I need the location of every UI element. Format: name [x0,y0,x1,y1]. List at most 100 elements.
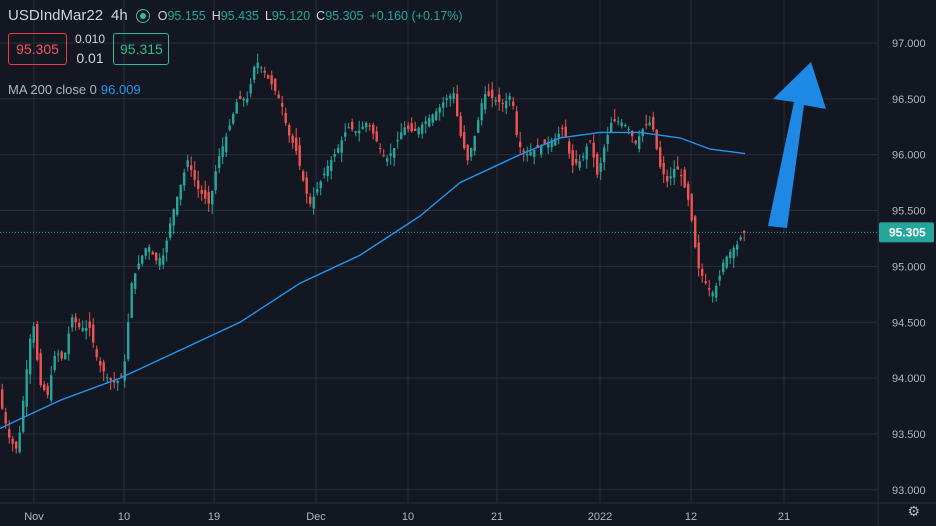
candle-body [179,184,182,200]
y-tick-label: 95.000 [892,261,926,273]
candle-body [603,147,606,163]
candle-body [64,352,67,360]
candle-body [547,142,550,148]
candle-body [568,141,571,154]
y-tick-label: 94.000 [892,373,926,385]
candle-body [330,160,333,171]
candle-body [470,148,473,157]
timeframe[interactable]: 4h [111,7,128,24]
ma-label: MA 200 close 0 [8,82,97,97]
candle-body [11,438,14,444]
candle-body [417,127,420,135]
candle-body [452,93,455,99]
eye-icon[interactable] [135,8,150,23]
ma-legend[interactable]: MA 200 close 0 96.009 [8,82,141,97]
candle-body [435,111,438,120]
symbol-legend: USDIndMar22 4h O 95.155 H 95.435 L 95.120 C… [8,7,463,24]
candle-body [239,96,242,99]
candle-body [85,327,88,331]
candle-body [701,268,704,276]
candle-body [480,103,483,121]
candle-body [260,67,263,69]
open-label: O [157,8,168,23]
candle-body [281,103,284,107]
high-label: H [211,8,221,23]
candle-body [8,429,11,438]
candle-body [638,136,641,149]
candle-body [246,98,249,103]
candle-body [578,161,581,168]
candle-body [270,75,273,85]
candle-body [680,175,683,177]
candle-body [456,93,459,117]
candle-body [88,321,91,328]
x-tick-label: 21 [491,511,503,523]
candle-body [235,102,238,114]
lot-size[interactable]: 0.01 [76,50,104,66]
candle-body [582,156,585,158]
x-tick-label: Nov [24,511,44,523]
candle-body [438,107,441,113]
candle-body [211,191,214,205]
candle-body [302,171,305,181]
candle-body [477,120,480,133]
candle-body [736,244,739,250]
candle-body [361,126,364,130]
candle-body [725,256,728,268]
candle-body [57,353,60,355]
candle-body [288,125,291,136]
candle-body [141,255,144,264]
candle-body [316,189,319,193]
x-tick-label: 19 [208,511,220,523]
candle-body [116,380,119,384]
y-tick-label: 97.000 [892,38,926,50]
candle-body [274,78,277,91]
candle-body [690,194,693,221]
candle-body [526,153,529,156]
candle-body [498,94,501,102]
candle-body [694,216,697,248]
candle-body [43,384,46,390]
candle-body [193,170,196,180]
candle-body [144,248,147,256]
candle-body [515,111,518,136]
last-price-tag-text: 95.305 [889,225,926,239]
candle-body [186,160,189,168]
candle-body [571,150,574,166]
candle-body [536,145,539,148]
x-tick-label: 10 [402,511,414,523]
symbol-name[interactable]: USDIndMar22 [8,7,104,24]
candle-body [323,173,326,176]
change-value: +0.160 (+0.17%) [369,8,463,23]
candle-body [722,262,725,273]
candle-body [309,196,312,204]
candle-body [15,441,18,449]
candle-body [732,247,735,259]
candle-body [466,145,469,161]
buy-button[interactable]: 95.315 [113,33,169,65]
candle-body [197,180,200,189]
candle-body [610,122,613,133]
close-value: 95.305 [325,8,364,23]
candle-body [340,140,343,153]
candle-body [67,333,70,355]
candle-body [522,150,525,152]
candle-body [561,127,564,129]
candle-body [396,140,399,142]
candle-body [46,386,49,395]
candle-body [676,166,679,170]
sell-button[interactable]: 95.305 [8,33,67,65]
candle-body [666,176,669,182]
candle-body [494,99,497,102]
candle-body [599,163,602,172]
candle-body [172,209,175,226]
candle-body [564,126,567,137]
gear-icon[interactable]: ⚙ [907,503,920,519]
candle-body [109,378,112,381]
candle-body [648,122,651,126]
candle-body [337,147,340,153]
arrow-up-icon [768,62,826,228]
candle-body [613,119,616,122]
candle-body [32,326,35,343]
